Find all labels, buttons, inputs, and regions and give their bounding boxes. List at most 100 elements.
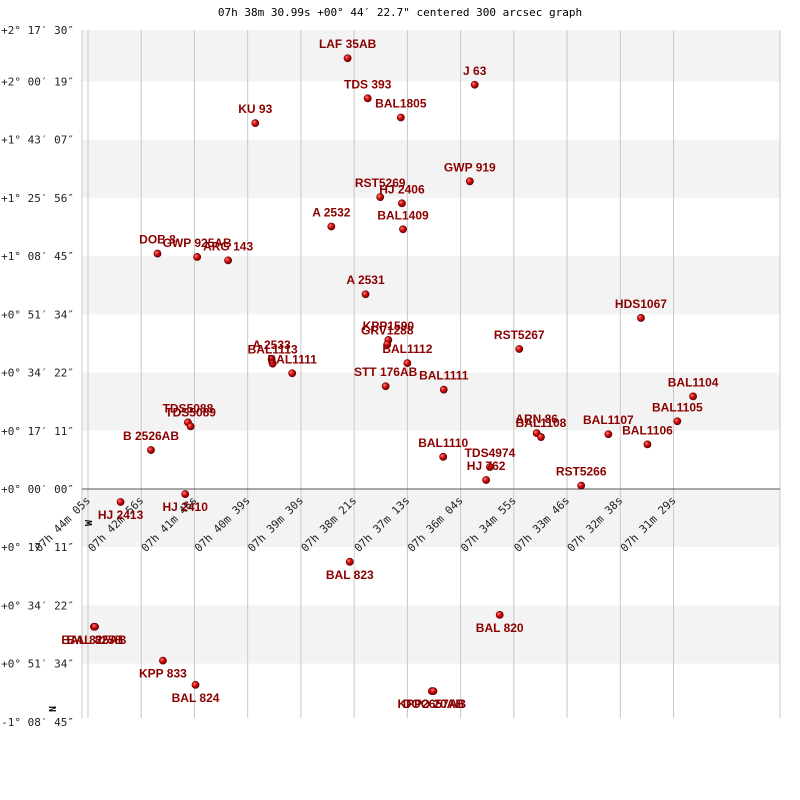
dec-band xyxy=(82,372,780,431)
star-label: ARN 86 xyxy=(515,412,558,426)
star-point xyxy=(399,225,407,234)
star-point xyxy=(153,249,162,258)
dec-tick-label: +0° 51′ 34″ xyxy=(1,658,74,671)
star-point xyxy=(673,417,682,426)
star-point xyxy=(159,656,167,665)
star-label: KU 93 xyxy=(238,102,272,116)
dec-band xyxy=(82,489,780,548)
star-label: RST5269 xyxy=(355,176,406,190)
star-label: TDS5088 xyxy=(163,401,214,415)
dec-tick-label: +1° 43′ 07″ xyxy=(1,134,74,147)
star-label: BAL 824 xyxy=(172,691,220,705)
star-label: BAL1106 xyxy=(622,423,673,437)
star-point xyxy=(537,433,545,441)
dec-tick-label: +2° 00′ 19″ xyxy=(1,75,74,88)
star-label: TDS4974 xyxy=(465,446,516,460)
dec-tick-label: +0° 00′ 00″ xyxy=(1,483,74,496)
star-point xyxy=(403,359,412,367)
star-label: HDS1067 xyxy=(615,297,667,311)
star-label: RST5267 xyxy=(494,328,545,342)
star-label: BAL1112 xyxy=(382,342,432,356)
star-point xyxy=(429,687,438,696)
dec-band xyxy=(82,605,780,664)
star-label: BAL1105 xyxy=(652,400,703,414)
star-label: BAL1104 xyxy=(668,375,719,389)
dec-band xyxy=(82,314,780,373)
star-label: HJ 2410 xyxy=(163,500,209,514)
star-label: BAL1805 xyxy=(375,97,427,111)
star-point xyxy=(439,385,448,394)
star-point xyxy=(482,476,491,484)
star-label: BAL1110 xyxy=(418,436,468,450)
star-label: LAF 35AB xyxy=(319,37,377,51)
star-label: DOB 8 xyxy=(139,233,176,247)
star-point xyxy=(147,446,155,454)
star-label: BAL1409 xyxy=(377,208,429,222)
star-point xyxy=(191,681,200,689)
star-points xyxy=(90,54,697,696)
dec-tick-label: +0° 17′ 11″ xyxy=(1,541,74,554)
west-direction-label: W xyxy=(84,519,95,526)
star-point xyxy=(193,253,202,261)
dec-band xyxy=(82,30,780,82)
plot-bands xyxy=(82,30,780,722)
star-label: TDS5089 xyxy=(165,405,216,419)
star-point xyxy=(345,557,354,566)
star-label: GWP 919 xyxy=(444,160,496,174)
star-point xyxy=(343,54,352,63)
star-label: KPP1590 xyxy=(363,319,415,333)
dec-band xyxy=(82,430,780,489)
star-label: A 2531 xyxy=(346,273,385,287)
gridlines xyxy=(81,30,781,718)
star-point xyxy=(361,290,370,299)
star-label: BAL 825B xyxy=(67,633,124,647)
star-label: BAL1111 xyxy=(419,369,469,383)
star-point xyxy=(91,622,99,631)
star-label: HJ 762 xyxy=(467,459,506,473)
star-point xyxy=(268,359,277,368)
direction-labels: WN xyxy=(48,519,95,712)
star-label: J 63 xyxy=(463,64,487,78)
star-point xyxy=(396,113,405,122)
dec-tick-label: +1° 08′ 45″ xyxy=(1,250,74,263)
star-point xyxy=(224,256,233,265)
star-point xyxy=(604,430,613,439)
dec-band xyxy=(82,197,780,257)
star-point xyxy=(327,222,336,231)
star-point xyxy=(643,440,652,449)
dec-tick-label: +1° 25′ 56″ xyxy=(1,192,74,205)
star-label: KPP 833 xyxy=(139,667,187,681)
dec-band xyxy=(82,81,780,140)
dec-band xyxy=(82,139,780,198)
star-label: RST5266 xyxy=(556,465,607,479)
dec-tick-label: +0° 17′ 11″ xyxy=(1,425,74,438)
star-label: BAL 825AB xyxy=(61,633,126,647)
star-point xyxy=(251,119,260,128)
star-point xyxy=(465,177,474,186)
star-point xyxy=(181,490,190,498)
star-point xyxy=(495,611,504,619)
dec-tick-label: +0° 34′ 22″ xyxy=(1,599,74,612)
star-point xyxy=(376,193,385,202)
north-direction-label: N xyxy=(48,706,59,712)
dec-tick-label: -1° 08′ 45″ xyxy=(1,716,74,729)
star-label: HJ 2413 xyxy=(98,508,144,522)
star-label: TDS 393 xyxy=(344,77,392,91)
dec-tick-labels: +2° 17′ 30″ +2° 00′ 19″ +1° 43′ 07″ +1° 25′… xyxy=(1,24,74,729)
star-label: BAL1111 xyxy=(268,352,318,366)
star-label: ARG 143 xyxy=(203,239,253,253)
star-label: DOO 20AB xyxy=(403,697,465,711)
chart-title: 07h 38m 30.99s +00° 44′ 22.7" centered 3… xyxy=(217,6,583,19)
star-point xyxy=(288,369,297,378)
star-label: A 2533 xyxy=(252,338,291,352)
star-labels: LAF 35AB J 63 TDS 393 KU 93 BAL1805 GWP 919 RS… xyxy=(61,37,718,711)
star-point xyxy=(381,382,390,391)
star-label: BAL 823 xyxy=(326,568,374,582)
star-point xyxy=(470,80,479,89)
star-label: BAL 820 xyxy=(476,621,524,635)
star-point xyxy=(186,422,195,431)
star-label: HJ 2406 xyxy=(379,182,425,196)
star-label: B 2526AB xyxy=(123,429,179,443)
dec-tick-label: +0° 51′ 34″ xyxy=(1,308,74,321)
